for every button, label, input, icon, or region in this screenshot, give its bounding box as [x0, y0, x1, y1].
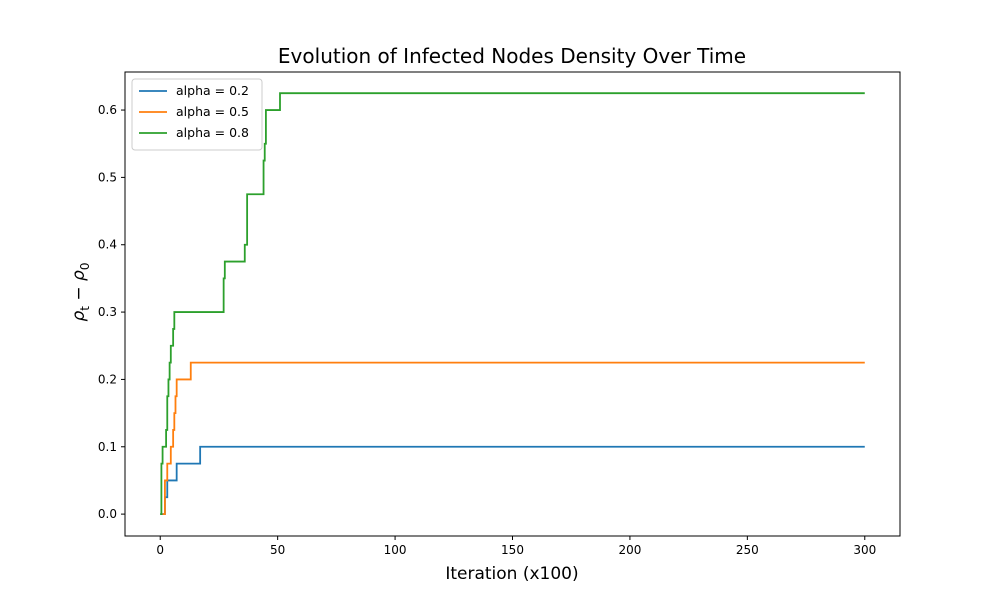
legend-label-0: alpha = 0.2 [176, 83, 249, 98]
y-tick-label: 0.5 [98, 170, 117, 184]
legend-label-2: alpha = 0.8 [176, 125, 249, 140]
x-tick-label: 250 [736, 543, 759, 557]
x-tick-label: 50 [270, 543, 285, 557]
series-line-1 [162, 361, 865, 516]
y-axis-ticks: 0.0 0.1 0.2 0.3 0.4 0.5 0.6 [98, 103, 125, 521]
legend-label-1: alpha = 0.5 [176, 104, 249, 119]
x-axis-ticks: 0 50 100 150 200 250 300 [156, 536, 876, 557]
series-line-2 [160, 92, 865, 516]
x-tick-label: 150 [501, 543, 524, 557]
y-tick-label: 0.2 [98, 372, 117, 386]
y-tick-label: 0.3 [98, 305, 117, 319]
x-tick-label: 300 [853, 543, 876, 557]
y-tick-label: 0.6 [98, 103, 117, 117]
x-tick-label: 200 [618, 543, 641, 557]
x-tick-label: 0 [156, 543, 164, 557]
y-axis-title: ρt − ρ0 [69, 262, 92, 321]
y-tick-label: 0.1 [98, 440, 117, 454]
series-group [160, 92, 865, 516]
x-tick-label: 100 [384, 543, 407, 557]
x-axis-title: Iteration (x100) [445, 564, 578, 584]
plot-area: 0 50 100 150 200 250 300 0.0 0.1 0.2 0.3 0.4 0.5 0.6 [98, 71, 901, 557]
chart-title: Evolution of Infected Nodes Density Over… [278, 44, 746, 68]
y-tick-label: 0.0 [98, 507, 117, 521]
y-tick-label: 0.4 [98, 238, 117, 252]
legend: alpha = 0.2 alpha = 0.5 alpha = 0.8 [131, 78, 263, 151]
